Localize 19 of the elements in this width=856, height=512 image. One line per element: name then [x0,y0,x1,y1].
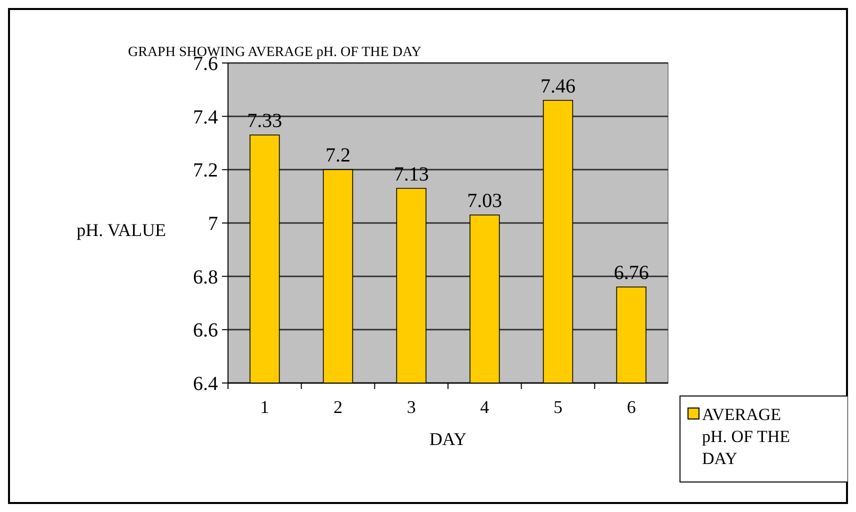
x-tick-label: 5 [554,397,562,417]
y-tick-label: 6.4 [193,373,218,395]
legend-label: AVERAGE pH. OF THE DAY [702,405,790,468]
x-axis-title: DAY [429,429,467,449]
y-tick-label: 7.2 [193,160,218,182]
y-tick-label: 7.4 [193,106,218,128]
x-tick-label: 1 [260,397,270,417]
data-label: 7.33 [247,110,282,132]
x-tick-label: 3 [406,397,416,417]
y-axis-title: pH. VALUE [76,220,166,240]
y-tick-label: 6.8 [193,266,218,288]
x-tick-label: 2 [334,397,342,417]
y-tick-label: 7 [208,213,218,235]
x-tick-label: 6 [626,397,636,417]
data-label: 7.03 [467,190,502,212]
data-label: 7.46 [540,75,576,98]
data-label: 7.2 [326,144,350,167]
y-tick-label: 6.6 [193,320,218,342]
x-tick-label: 4 [480,397,490,417]
